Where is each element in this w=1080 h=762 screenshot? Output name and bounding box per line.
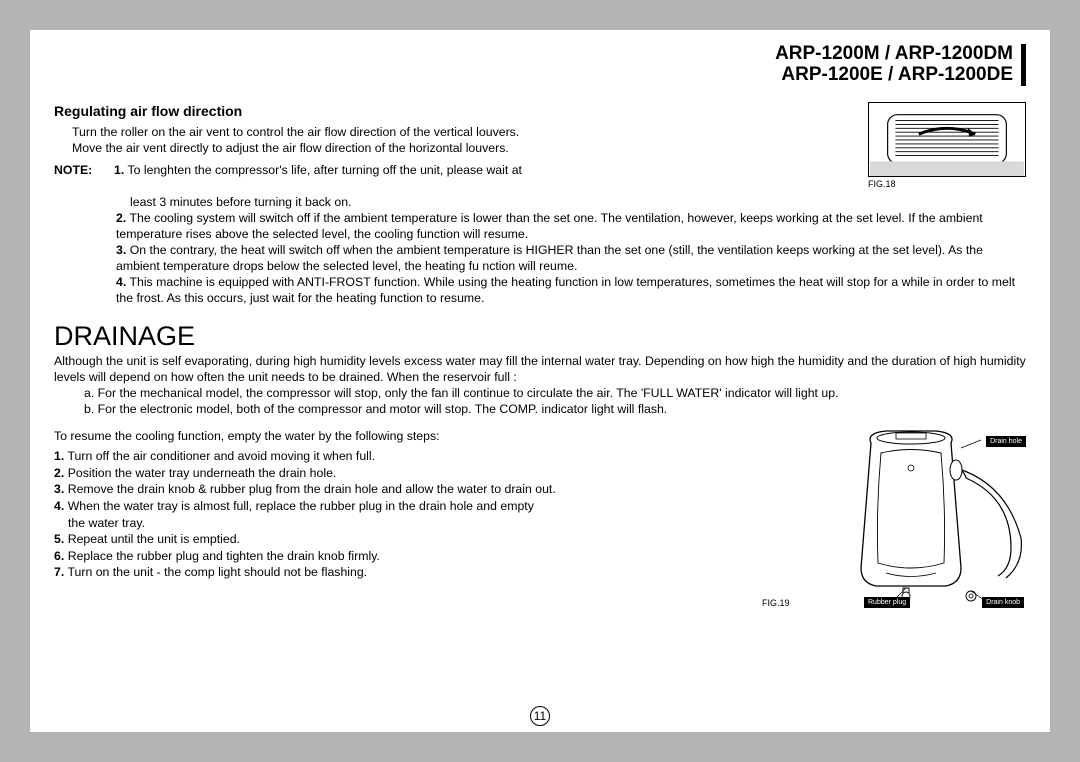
- note-4-text: This machine is equipped with ANTI-FROST…: [116, 275, 1015, 305]
- note-block: NOTE: 1. To lenghten the compressor's li…: [54, 163, 852, 179]
- step-1-text: Turn off the air conditioner and avoid m…: [67, 449, 375, 463]
- drainage-sub-b: b. For the electronic model, both of the…: [84, 402, 1026, 418]
- step-4-text-b: the water tray.: [68, 516, 145, 530]
- drainage-para1: Although the unit is self evaporating, d…: [54, 354, 1026, 386]
- notes-continued: least 3 minutes before turning it back o…: [54, 195, 1026, 307]
- step-4-text-a: When the water tray is almost full, repl…: [68, 499, 534, 513]
- fig18-illustration: [868, 102, 1026, 177]
- step-5-text: Repeat until the unit is emptied.: [68, 532, 240, 546]
- note-4-num: 4.: [116, 275, 126, 289]
- fig18-caption: FIG.18: [868, 179, 1026, 189]
- drainage-intro: Although the unit is self evaporating, d…: [54, 354, 1026, 418]
- drainage-heading: DRAINAGE: [54, 321, 1026, 352]
- step-7-text: Turn on the unit - the comp light should…: [67, 565, 367, 579]
- page-number: 11: [530, 706, 550, 726]
- step-4-num: 4.: [54, 499, 64, 513]
- model-block: ARP-1200M / ARP-1200DM ARP-1200E / ARP-1…: [775, 44, 1026, 86]
- step-3-num: 3.: [54, 482, 64, 496]
- airflow-para-1: Turn the roller on the air vent to contr…: [72, 124, 852, 141]
- note-2-text: The cooling system will switch off if th…: [116, 211, 983, 241]
- step-6-text: Replace the rubber plug and tighten the …: [68, 549, 380, 563]
- header: ARP-1200M / ARP-1200DM ARP-1200E / ARP-1…: [54, 44, 1026, 86]
- airflow-heading: Regulating air flow direction: [54, 102, 852, 121]
- note-3-text: On the contrary, the heat will switch of…: [116, 243, 983, 273]
- note-1-text-a: To lenghten the compressor's life, after…: [127, 163, 521, 177]
- drainage-steps-list: 1. Turn off the air conditioner and avoi…: [54, 448, 788, 581]
- step-5-num: 5.: [54, 532, 64, 546]
- note-1-text-b: least 3 minutes before turning it back o…: [116, 195, 1026, 211]
- callout-drain-knob: Drain knob: [982, 597, 1024, 608]
- fig19-caption: FIG.19: [762, 598, 790, 608]
- step-1-num: 1.: [54, 449, 64, 463]
- note-label: NOTE:: [54, 163, 92, 177]
- drainage-steps-row: To resume the cooling function, empty th…: [54, 428, 1026, 608]
- page-number-circle: 11: [530, 706, 550, 726]
- step-2-text: Position the water tray underneath the d…: [68, 466, 337, 480]
- step-2-num: 2.: [54, 466, 64, 480]
- note-1-num: 1.: [114, 163, 124, 177]
- step-6-num: 6.: [54, 549, 64, 563]
- callout-drain-hole: Drain hole: [986, 436, 1026, 447]
- airflow-para-2: Move the air vent directly to adjust the…: [72, 140, 852, 157]
- model-line-2: ARP-1200E / ARP-1200DE: [775, 65, 1013, 86]
- note-3-num: 3.: [116, 243, 126, 257]
- note-2-num: 2.: [116, 211, 126, 225]
- airflow-section: Regulating air flow direction Turn the r…: [54, 102, 1026, 189]
- callout-rubber-plug: Rubber plug: [864, 597, 910, 608]
- manual-page: ARP-1200M / ARP-1200DM ARP-1200E / ARP-1…: [30, 30, 1050, 732]
- step-3-text: Remove the drain knob & rubber plug from…: [68, 482, 556, 496]
- step-7-num: 7.: [54, 565, 64, 579]
- drainage-resume-line: To resume the cooling function, empty th…: [54, 428, 788, 445]
- fig19-illustration: Drain hole Rubber plug Drain knob FIG.19: [806, 428, 1026, 608]
- drainage-sub-a: a. For the mechanical model, the compres…: [84, 386, 1026, 402]
- model-line-1: ARP-1200M / ARP-1200DM: [775, 44, 1013, 65]
